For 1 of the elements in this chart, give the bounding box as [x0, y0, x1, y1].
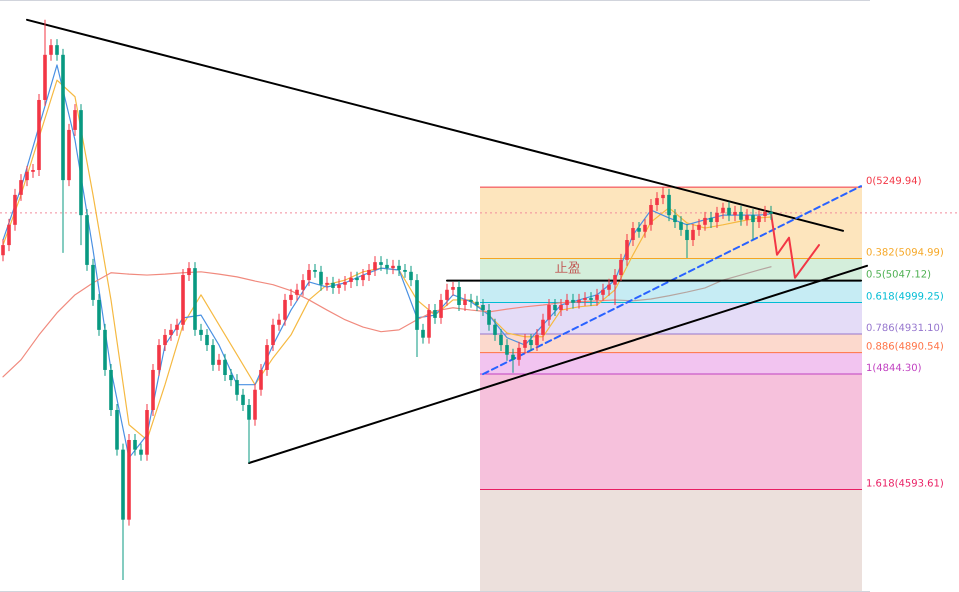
annotation: 止盈: [555, 261, 581, 276]
